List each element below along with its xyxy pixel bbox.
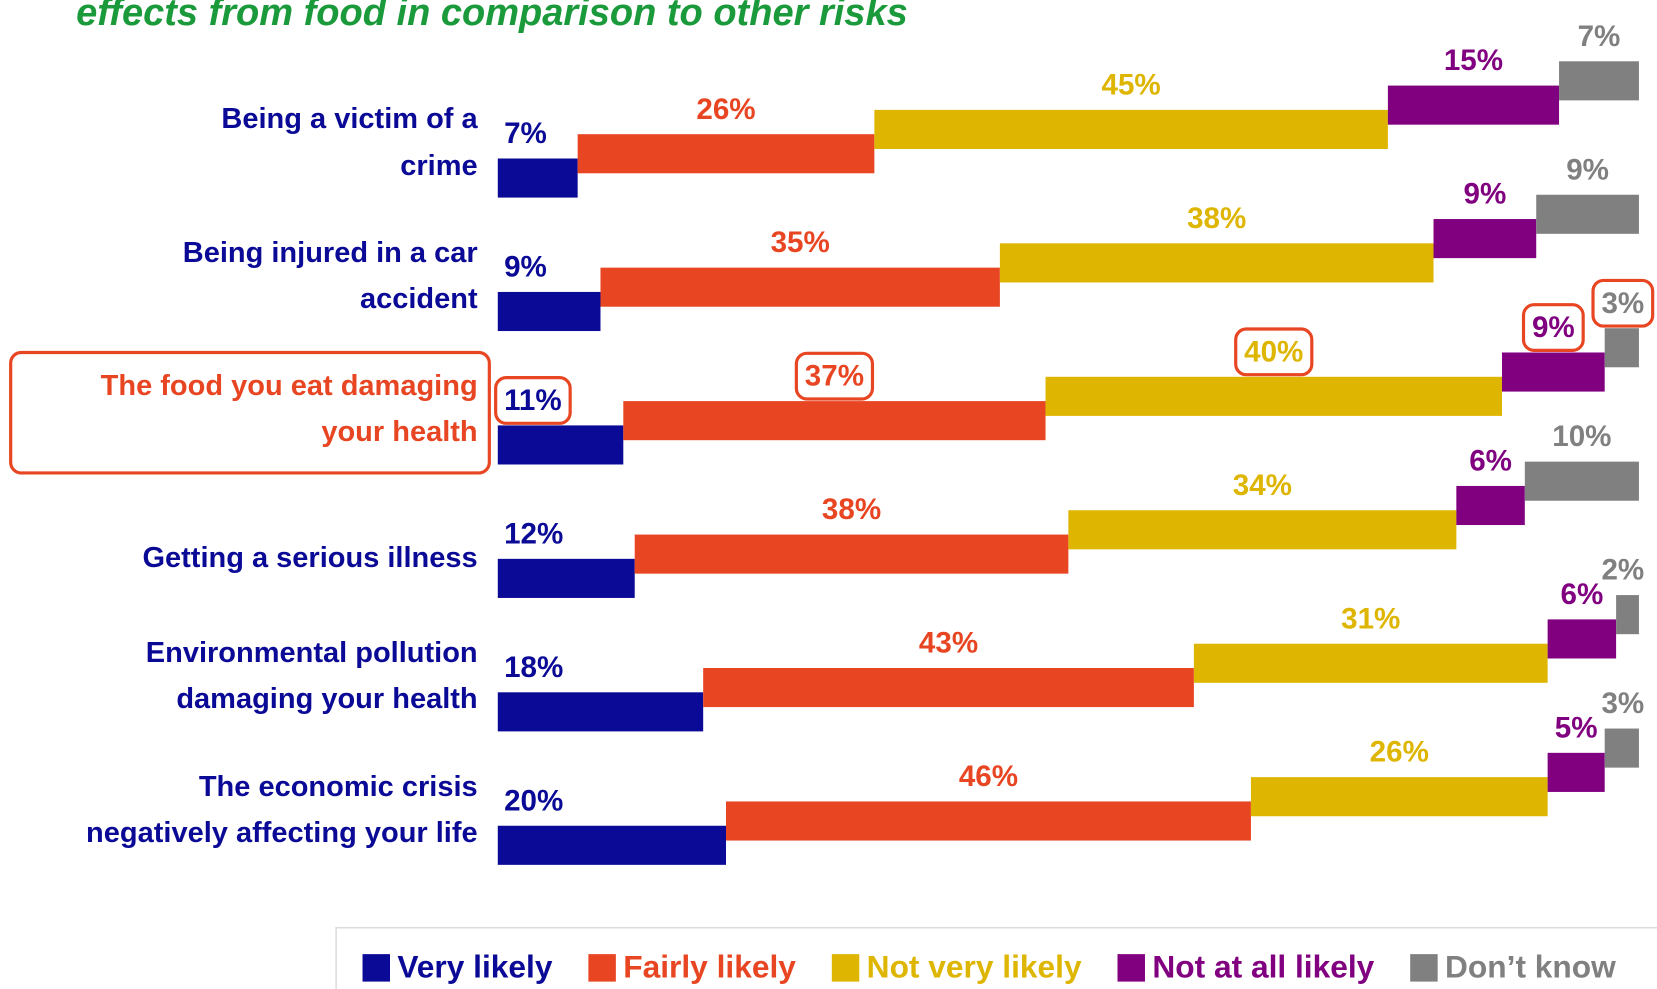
bar-segment [623, 401, 1046, 441]
bar-segment [1433, 219, 1537, 259]
value-label: 9% [504, 251, 547, 284]
category-label: Being a victim of a crime [221, 103, 478, 182]
value-label: 26% [1370, 736, 1429, 769]
value-label: 26% [696, 93, 755, 126]
bar-segment [1501, 352, 1605, 392]
legend-swatch [362, 954, 391, 982]
value-label: 7% [504, 117, 547, 150]
bar-segment [577, 134, 875, 174]
value-label: 40% [1244, 335, 1303, 368]
bar-segment [497, 158, 578, 198]
bar-segment [497, 558, 635, 598]
chart-title: effects from food in comparison to other… [76, 0, 908, 34]
value-label: 6% [1560, 578, 1603, 611]
bar-segment [726, 801, 1251, 841]
category-label: Environmental pollution damaging your he… [145, 637, 478, 716]
value-label: 11% [504, 384, 562, 417]
value-label: 43% [919, 627, 978, 660]
legend-label: Very likely [397, 948, 552, 984]
bar-segment [874, 109, 1388, 149]
value-label: 18% [504, 651, 563, 684]
value-label: 12% [504, 517, 563, 550]
bar-segment [1536, 194, 1639, 234]
legend-swatch [1410, 954, 1438, 982]
bar-segment [497, 425, 624, 465]
value-label: 2% [1601, 554, 1644, 587]
value-label: 37% [805, 360, 864, 393]
legend-swatch [1117, 954, 1145, 982]
bar-segment [1547, 752, 1605, 792]
legend-label: Don’t know [1445, 948, 1616, 984]
legend-swatch [588, 954, 616, 982]
highlight-box [794, 351, 875, 401]
bar-segment [600, 267, 1000, 307]
bar-segment [1604, 728, 1639, 768]
highlight-box [1591, 278, 1655, 328]
bar-segment [634, 534, 1069, 574]
value-label: 3% [1601, 687, 1644, 720]
highlight-box [9, 350, 491, 475]
value-label: 6% [1469, 445, 1512, 478]
bar-segment [1045, 376, 1502, 416]
bar-segment [1524, 461, 1639, 501]
value-label: 9% [1566, 153, 1609, 186]
category-label: Getting a serious illness [142, 541, 478, 574]
value-label: 20% [504, 784, 563, 817]
value-label: 35% [771, 226, 830, 259]
category-label: Being injured in a car accident [182, 236, 478, 316]
bar-segment [497, 692, 704, 732]
legend-box [335, 926, 1657, 989]
bar-segment [1559, 61, 1639, 101]
category-label: The food you eat damaging your health [100, 370, 478, 449]
bar-segment [1250, 777, 1548, 817]
bar-segment [1193, 643, 1548, 683]
bar-segment [1616, 595, 1639, 635]
legend-swatch [831, 954, 860, 982]
bar-segment [999, 243, 1434, 283]
value-label: 31% [1341, 602, 1400, 635]
highlight-box [494, 376, 572, 425]
bar-segment [497, 291, 601, 332]
legend-label: Fairly likely [623, 948, 796, 984]
value-label: 10% [1552, 420, 1611, 453]
bar-segment [703, 667, 1194, 708]
value-label: 38% [822, 493, 881, 526]
value-label: 9% [1532, 311, 1575, 344]
value-label: 9% [1463, 178, 1506, 211]
value-label: 45% [1102, 68, 1161, 101]
bar-segment [1456, 485, 1525, 526]
bar-segment [1387, 85, 1560, 125]
category-label: The economic crisis negatively affecting… [86, 770, 478, 849]
value-label: 34% [1233, 469, 1292, 502]
value-label: 7% [1578, 20, 1621, 53]
bar-segment [1068, 510, 1457, 550]
value-label: 15% [1444, 44, 1503, 77]
value-label: 3% [1601, 287, 1644, 320]
value-label: 5% [1555, 711, 1598, 744]
value-label: 46% [959, 760, 1018, 793]
bar-segment [1604, 328, 1639, 368]
highlight-box [1521, 303, 1585, 352]
value-label: 38% [1187, 202, 1246, 235]
legend-label: Not at all likely [1152, 948, 1374, 984]
bar-segment [497, 825, 727, 865]
highlight-box [1234, 327, 1314, 377]
legend-label: Not very likely [867, 948, 1082, 984]
bar-segment [1547, 619, 1617, 659]
